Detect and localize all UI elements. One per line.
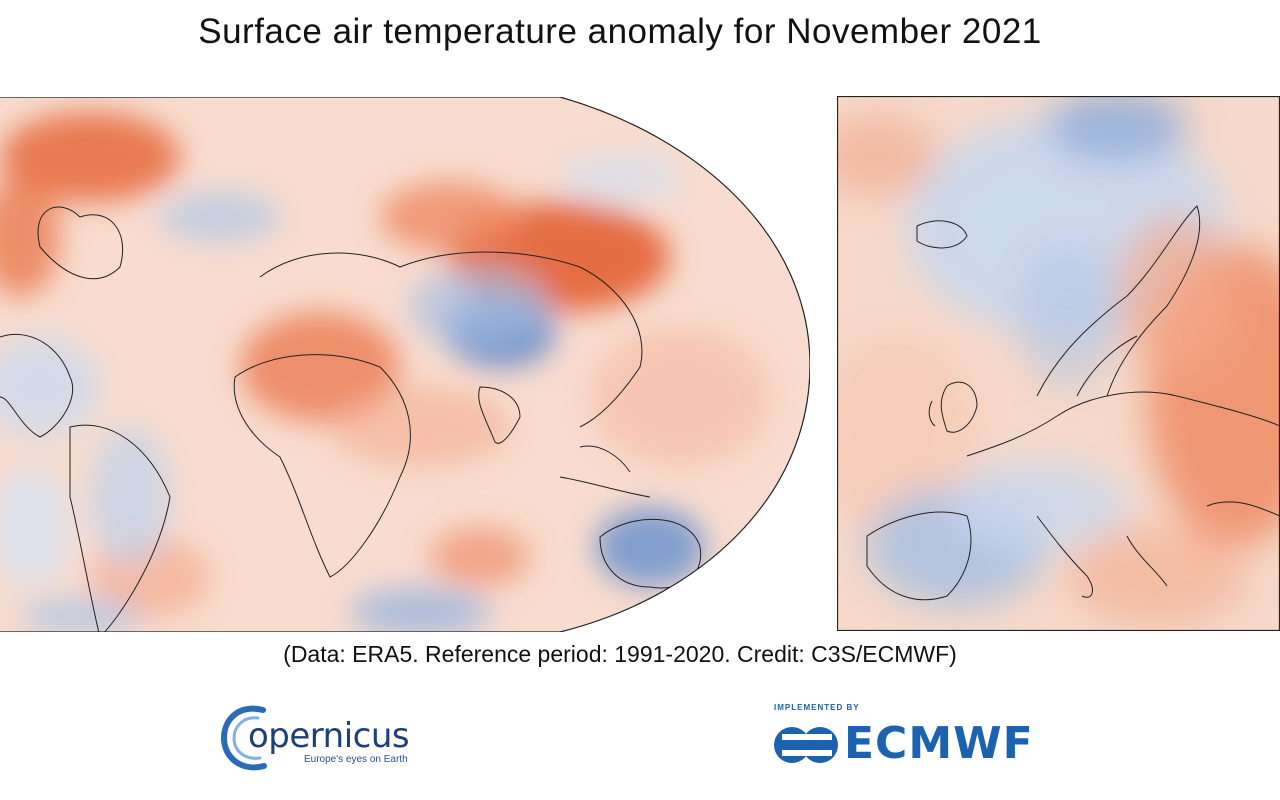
- ecmwf-wave-icon: [774, 727, 838, 763]
- world-anomaly-map: [0, 97, 810, 632]
- copernicus-wordmark: opernicus: [248, 716, 410, 756]
- map-title: Surface air temperature anomaly for Nove…: [198, 12, 1042, 51]
- europe-anomaly-map: [837, 96, 1280, 631]
- data-credit-caption: (Data: ERA5. Reference period: 1991-2020…: [283, 641, 957, 667]
- ecmwf-implemented-by: IMPLEMENTED BY: [774, 703, 860, 712]
- copernicus-tagline: Europe's eyes on Earth: [304, 754, 408, 765]
- ecmwf-wordmark: ECMWF: [844, 718, 1034, 769]
- copernicus-c-icon: [220, 705, 267, 771]
- ecmwf-logo: IMPLEMENTED BY ECMWF: [772, 702, 1052, 772]
- copernicus-logo: opernicus Europe's eyes on Earth: [218, 696, 448, 776]
